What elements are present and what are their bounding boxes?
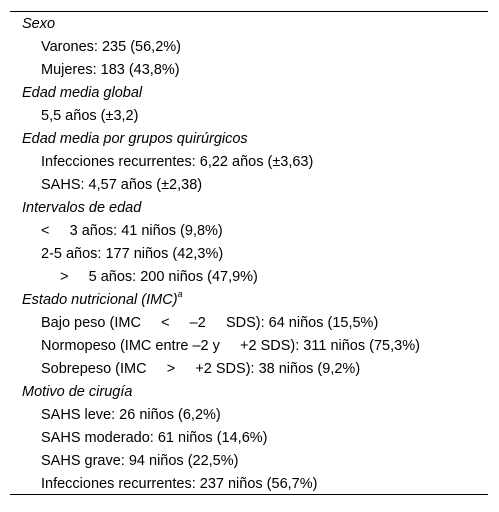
heading-estado-nutricional: Estado nutricional (IMC)a <box>22 289 183 309</box>
row-edad-media-global: 5,5 años (±3,2) <box>41 108 139 124</box>
row-normopeso: Normopeso (IMC entre –2 y +2 SDS): 311 n… <box>41 338 420 354</box>
heading-intervalos-edad: Intervalos de edad <box>22 200 142 216</box>
row-sahs-edad: SAHS: 4,57 años (±2,38) <box>41 177 203 193</box>
heading-edad-media-global: Edad media global <box>22 85 143 101</box>
row-mayor-5: > 5 años: 200 niños (47,9%) <box>60 269 258 285</box>
heading-motivo-cirugia: Motivo de cirugía <box>22 384 133 400</box>
heading-edad-grupos: Edad media por grupos quirúrgicos <box>22 131 248 147</box>
row-mujeres: Mujeres: 183 (43,8%) <box>41 62 180 78</box>
heading-sexo: Sexo <box>22 16 56 32</box>
demographics-table: Sexo Varones: 235 (56,2%) Mujeres: 183 (… <box>10 11 488 495</box>
footnote-marker: a <box>177 289 183 300</box>
row-sahs-grave: SAHS grave: 94 niños (22,5%) <box>41 453 239 469</box>
row-sahs-moderado: SAHS moderado: 61 niños (14,6%) <box>41 430 268 446</box>
row-sobrepeso: Sobrepeso (IMC > +2 SDS): 38 niños (9,2%… <box>41 361 361 377</box>
row-varones: Varones: 235 (56,2%) <box>41 39 181 55</box>
row-menor-3: < 3 años: 41 niños (9,8%) <box>41 223 223 239</box>
row-sahs-leve: SAHS leve: 26 niños (6,2%) <box>41 407 221 423</box>
row-bajo-peso: Bajo peso (IMC < –2 SDS): 64 niños (15,5… <box>41 315 379 331</box>
heading-estado-nutricional-text: Estado nutricional (IMC) <box>22 292 178 308</box>
row-2-5: 2-5 años: 177 niños (42,3%) <box>41 246 224 262</box>
row-infecciones-motivo: Infecciones recurrentes: 237 niños (56,7… <box>41 476 318 492</box>
row-infecciones-edad: Infecciones recurrentes: 6,22 años (±3,6… <box>41 154 314 170</box>
